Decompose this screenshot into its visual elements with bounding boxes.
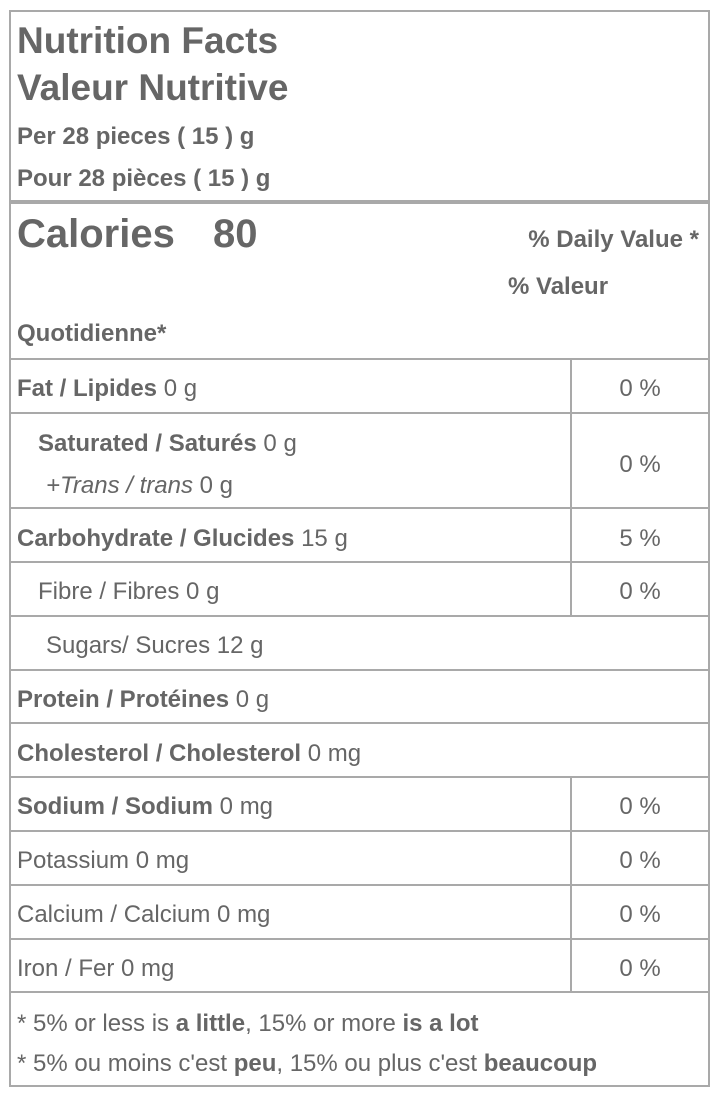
potassium-daily-value: 0 % [619, 847, 661, 874]
carbohydrate-row: Carbohydrate / Glucides 15 g [17, 525, 348, 553]
iron-amount: 0 mg [121, 955, 175, 982]
divider [11, 884, 708, 886]
calories-label: Calories [17, 212, 175, 256]
sodium-row: Sodium / Sodium 0 mg [17, 793, 273, 821]
footnote-french: * 5% ou moins c'est peu, 15% ou plus c'e… [17, 1050, 597, 1078]
potassium-amount: 0 mg [135, 847, 190, 874]
divider [11, 776, 708, 778]
sugars-row: Sugars/ Sucres 12 g [46, 632, 263, 660]
title-english: Nutrition Facts [17, 20, 279, 61]
calcium-amount: 0 mg [217, 901, 271, 928]
potassium-row: Potassium 0 mg [17, 847, 189, 875]
divider [11, 991, 708, 993]
divider [11, 615, 708, 617]
sugars-label: Sugars/ Sucres [46, 632, 211, 659]
footnote-text: * 5% or less is [17, 1010, 176, 1037]
cholesterol-row: Cholesterol / Cholesterol 0 mg [17, 740, 361, 768]
fibre-row: Fibre / Fibres 0 g [38, 578, 219, 606]
divider [11, 412, 708, 414]
carbohydrate-label: Carbohydrate / Glucides [17, 525, 295, 552]
protein-row: Protein / Protéines 0 g [17, 686, 269, 714]
fibre-label: Fibre / Fibres [38, 578, 180, 605]
cholesterol-label: Cholesterol / Cholesterol [17, 740, 302, 767]
iron-daily-value: 0 % [619, 955, 661, 982]
footnote-bold: peu [233, 1050, 277, 1077]
divider [11, 830, 708, 832]
sodium-amount: 0 mg [219, 793, 274, 820]
fat-label: Fat / Lipides [17, 375, 158, 402]
nutrition-facts-table: Nutrition Facts Valeur Nutritive Per 28 … [9, 10, 710, 1087]
footnote-bold: beaucoup [483, 1050, 598, 1077]
saturated-row: Saturated / Saturés 0 g [38, 430, 297, 458]
carbohydrate-daily-value: 5 % [619, 525, 661, 552]
fat-row: Fat / Lipides 0 g [17, 375, 197, 403]
title-french: Valeur Nutritive [17, 67, 289, 108]
saturated-trans-daily-value: 0 % [619, 451, 661, 478]
potassium-label: Potassium [17, 847, 130, 874]
fat-daily-value: 0 % [619, 375, 661, 402]
protein-amount: 0 g [235, 686, 270, 713]
divider [11, 507, 708, 509]
footnote-bold: is a lot [402, 1010, 479, 1037]
footnote-text: , 15% or more [245, 1010, 403, 1037]
fat-amount: 0 g [163, 375, 198, 402]
fibre-amount: 0 g [186, 578, 220, 605]
calcium-daily-value: 0 % [619, 901, 661, 928]
valeur-heading: % Valeur [508, 273, 609, 300]
cholesterol-amount: 0 mg [307, 740, 362, 767]
divider [11, 358, 708, 360]
trans-label: +Trans / trans [46, 472, 193, 499]
divider [11, 669, 708, 671]
iron-label: Iron / Fer [17, 955, 115, 982]
trans-amount: 0 g [199, 472, 233, 499]
carbohydrate-amount: 15 g [301, 525, 348, 552]
protein-label: Protein / Protéines [17, 686, 230, 713]
column-divider [570, 358, 572, 561]
iron-row: Iron / Fer 0 mg [17, 955, 174, 983]
divider [11, 722, 708, 724]
fibre-daily-value: 0 % [619, 578, 661, 605]
serving-size-french: Pour 28 pièces ( 15 ) g [17, 165, 271, 192]
footnote-english: * 5% or less is a little, 15% or more is… [17, 1010, 479, 1038]
footnote-text: , 15% ou plus c'est [276, 1050, 484, 1077]
saturated-label: Saturated / Saturés [38, 430, 257, 457]
calories-value: 80 [213, 212, 258, 256]
divider [11, 561, 708, 563]
divider [11, 938, 708, 940]
sugars-amount: 12 g [216, 632, 264, 659]
header-divider [11, 200, 708, 204]
serving-size-english: Per 28 pieces ( 15 ) g [17, 123, 255, 150]
column-divider [570, 561, 572, 615]
calcium-row: Calcium / Calcium 0 mg [17, 901, 270, 929]
footnote-text: * 5% ou moins c'est [17, 1050, 234, 1077]
sodium-daily-value: 0 % [619, 793, 661, 820]
saturated-amount: 0 g [263, 430, 297, 457]
trans-row: +Trans / trans 0 g [46, 472, 233, 500]
sodium-label: Sodium / Sodium [17, 793, 213, 820]
calcium-label: Calcium / Calcium [17, 901, 211, 928]
quotidienne-heading: Quotidienne* [17, 320, 167, 347]
daily-value-heading: % Daily Value * [528, 226, 699, 253]
column-divider [570, 776, 572, 991]
footnote-bold: a little [175, 1010, 246, 1037]
